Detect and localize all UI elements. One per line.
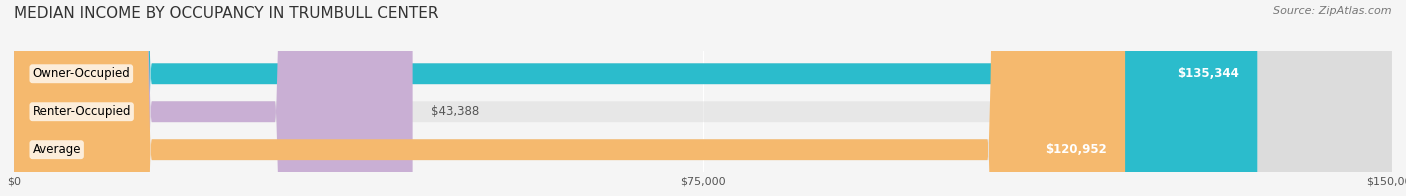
Text: $120,952: $120,952 — [1045, 143, 1107, 156]
Text: MEDIAN INCOME BY OCCUPANCY IN TRUMBULL CENTER: MEDIAN INCOME BY OCCUPANCY IN TRUMBULL C… — [14, 6, 439, 21]
FancyBboxPatch shape — [14, 0, 1392, 196]
Text: Average: Average — [32, 143, 82, 156]
Text: Owner-Occupied: Owner-Occupied — [32, 67, 131, 80]
Text: $135,344: $135,344 — [1177, 67, 1239, 80]
FancyBboxPatch shape — [14, 0, 1392, 196]
Text: Renter-Occupied: Renter-Occupied — [32, 105, 131, 118]
Text: Source: ZipAtlas.com: Source: ZipAtlas.com — [1274, 6, 1392, 16]
FancyBboxPatch shape — [14, 0, 1125, 196]
FancyBboxPatch shape — [14, 0, 1257, 196]
FancyBboxPatch shape — [14, 0, 412, 196]
FancyBboxPatch shape — [14, 0, 1392, 196]
Text: $43,388: $43,388 — [432, 105, 479, 118]
